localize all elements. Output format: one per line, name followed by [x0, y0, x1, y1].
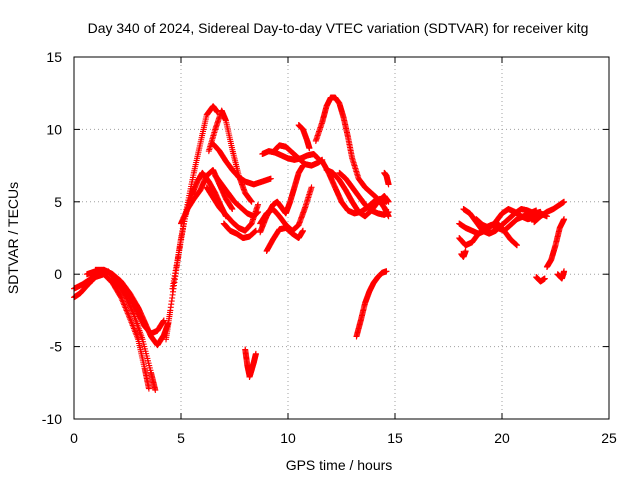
data-point: [383, 268, 390, 275]
data-point: [308, 184, 315, 191]
chart-title: Day 340 of 2024, Sidereal Day-to-day VTE…: [88, 20, 589, 36]
x-tick-label: 20: [494, 430, 510, 446]
series-arc-10: [203, 184, 262, 234]
data-point: [252, 350, 259, 357]
series-arc-23: [323, 166, 392, 220]
data-point: [299, 227, 306, 234]
x-tick-label: 25: [601, 430, 617, 446]
data-point: [255, 208, 262, 215]
data-point: [124, 310, 131, 317]
x-tick-label: 10: [280, 430, 296, 446]
data-point: [385, 181, 392, 188]
series-arc-25: [353, 268, 390, 340]
series-arc-20: [295, 122, 313, 152]
data-point: [124, 308, 131, 315]
series-arc-26: [381, 169, 392, 188]
x-tick-label: 15: [387, 430, 403, 446]
y-tick-label: 10: [46, 121, 62, 137]
data-point: [122, 305, 129, 312]
series-arc-24: [336, 169, 392, 218]
x-tick-label: 5: [177, 430, 185, 446]
series-arc-12: [220, 220, 259, 241]
y-axis-label: SDTVAR / TECUs: [5, 182, 21, 294]
data-point: [267, 175, 274, 182]
data-point: [248, 198, 255, 205]
series-arc-9: [210, 140, 274, 188]
data-point: [255, 201, 262, 208]
series-arc-14: [246, 350, 259, 381]
y-tick-label: 5: [54, 194, 62, 210]
series-arc-1: [71, 271, 152, 392]
data-point: [145, 385, 152, 392]
data-point: [121, 301, 128, 308]
y-tick-label: 0: [54, 266, 62, 282]
data-point: [385, 208, 392, 215]
y-tick-label: -10: [42, 411, 62, 427]
data-point: [121, 303, 128, 310]
x-tick-label: 0: [70, 430, 78, 446]
data-point: [306, 145, 313, 152]
series-arc-15: [259, 148, 321, 163]
series-arc-21: [312, 94, 392, 220]
data-point: [152, 387, 159, 394]
data-point: [126, 313, 133, 320]
series-arc-11: [212, 172, 262, 220]
x-axis-label: GPS time / hours: [286, 457, 393, 473]
data-point: [299, 162, 306, 169]
data-point: [125, 311, 132, 318]
series-arc-19: [263, 224, 306, 255]
data-point: [122, 304, 129, 311]
data-point: [229, 206, 236, 213]
data-point: [123, 307, 130, 314]
y-tick-label: -5: [50, 339, 63, 355]
series-arc-8: [205, 107, 255, 205]
data-point: [385, 198, 392, 205]
y-tick-label: 15: [46, 49, 62, 65]
data-points: [71, 94, 568, 394]
